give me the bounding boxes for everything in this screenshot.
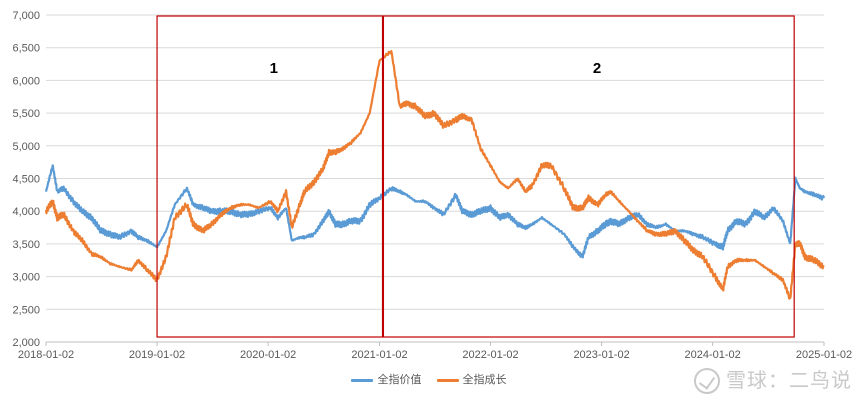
y-tick-label: 2,500 bbox=[12, 304, 40, 316]
y-tick-label: 6,000 bbox=[12, 75, 40, 87]
y-tick-label: 7,000 bbox=[12, 10, 40, 22]
legend-label-value: 全指价值 bbox=[377, 374, 422, 386]
annotation-box-1 bbox=[156, 15, 384, 338]
y-tick-label: 2,000 bbox=[12, 337, 40, 349]
snowball-logo-icon bbox=[694, 368, 720, 394]
legend-item-growth: 全指成长 bbox=[436, 371, 507, 387]
x-tick-label: 2025-01-02 bbox=[796, 349, 852, 361]
x-tick-label: 2021-01-02 bbox=[351, 349, 407, 361]
y-axis-ticks: 2,000 2,500 3,000 3,500 4,000 4,500 5,000 5,500… bbox=[12, 10, 40, 349]
legend: 全指价值 全指成长 bbox=[0, 371, 858, 387]
legend-swatch-value bbox=[351, 378, 374, 382]
legend-label-growth: 全指成长 bbox=[462, 374, 507, 386]
series-line-value bbox=[44, 164, 826, 259]
y-tick-label: 4,500 bbox=[12, 174, 40, 186]
legend-item-value: 全指价值 bbox=[351, 371, 421, 387]
y-tick-label: 3,000 bbox=[12, 272, 40, 284]
y-tick-label: 5,000 bbox=[12, 141, 40, 153]
annotation-box-2 bbox=[382, 15, 795, 338]
x-tick-label: 2019-01-02 bbox=[129, 349, 185, 361]
series-lines bbox=[44, 50, 826, 300]
x-tick-label: 2020-01-02 bbox=[240, 349, 296, 361]
x-tick-label: 2022-01-02 bbox=[462, 349, 518, 361]
x-tick-label: 2023-01-02 bbox=[573, 349, 629, 361]
x-tick-label: 2018-01-02 bbox=[18, 349, 74, 361]
y-tick-label: 5,500 bbox=[12, 108, 40, 120]
annotation-label-1: 1 bbox=[270, 60, 278, 77]
series-line-growth bbox=[44, 50, 825, 300]
y-tick-label: 6,500 bbox=[12, 43, 40, 55]
watermark-text: 雪球：二鸟说 bbox=[726, 367, 852, 392]
x-tick-label: 2024-01-02 bbox=[684, 349, 740, 361]
gridlines bbox=[46, 14, 824, 310]
y-tick-label: 3,500 bbox=[12, 239, 40, 251]
y-tick-label: 4,000 bbox=[12, 206, 40, 218]
annotation-label-2: 2 bbox=[593, 60, 601, 77]
watermark: 雪球：二鸟说 bbox=[694, 364, 852, 394]
legend-swatch-growth bbox=[436, 378, 459, 382]
x-axis-ticks: 2018-01-02 2019-01-02 2020-01-02 2021-01-02… bbox=[18, 342, 852, 361]
